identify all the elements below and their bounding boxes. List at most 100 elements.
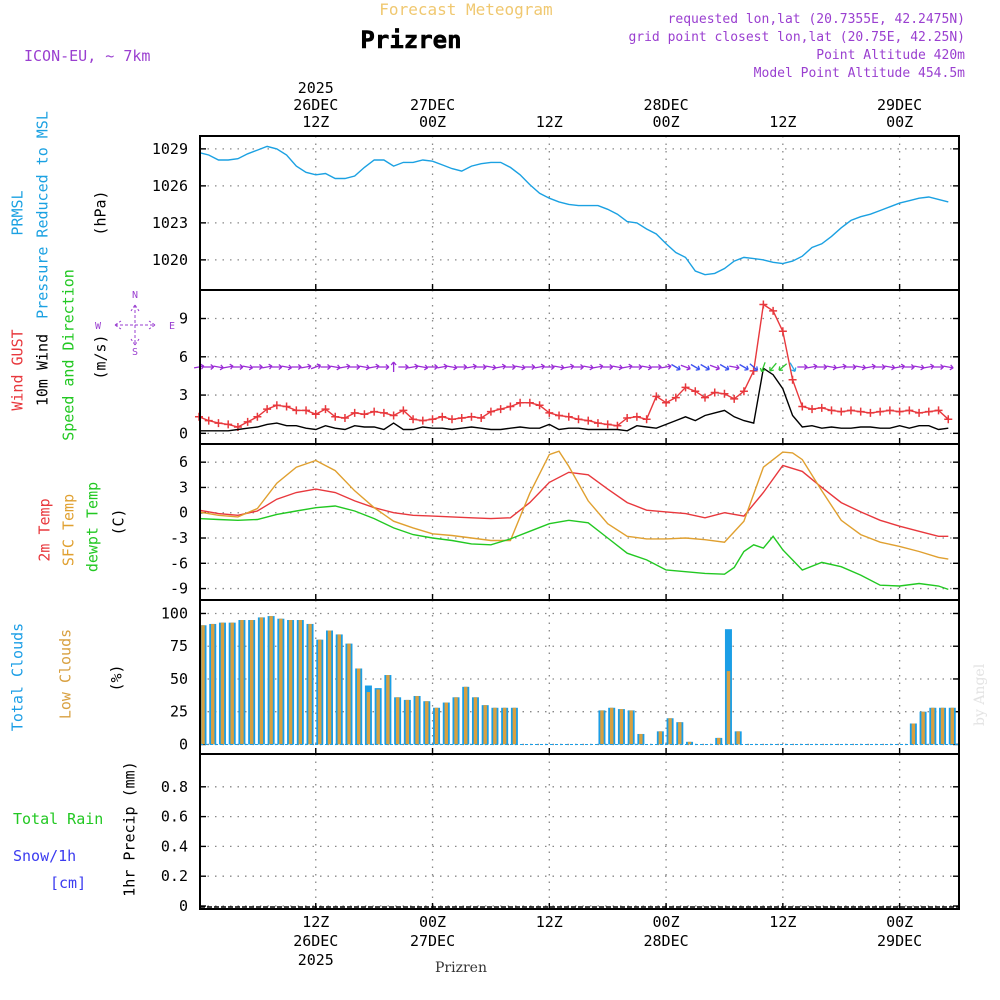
y-tick-label: 9 <box>179 310 188 328</box>
gust-marker <box>808 405 817 414</box>
top-axis-hour-label: 12Z <box>302 113 329 131</box>
low-cloud-bar <box>950 707 954 745</box>
gust-marker <box>496 405 505 414</box>
panel-temperature: 6 3 0 -3 -6 -9 2m Temp SFC Temp dewpt Temp (C) <box>36 443 960 601</box>
y-tick-label: 75 <box>170 637 188 655</box>
low-cloud-bar <box>279 618 283 745</box>
y-tick-label: 50 <box>170 670 188 688</box>
gust-marker <box>778 327 787 336</box>
low-cloud-bar <box>308 623 312 745</box>
gust-marker <box>837 407 846 416</box>
wind-direction-arrow <box>515 364 526 371</box>
low-cloud-bar <box>230 622 234 745</box>
low-cloud-bar <box>736 731 740 745</box>
low-cloud-bar <box>668 718 672 745</box>
panel-axis-label: Pressure Reduced to MSL <box>34 111 52 319</box>
y-tick-label: 0 <box>179 897 188 915</box>
y-tick-label: -3 <box>170 529 188 547</box>
top-axis-date-label: 29DEC <box>877 96 922 114</box>
gust-marker <box>798 402 807 411</box>
wind-direction-arrow <box>631 364 643 370</box>
y-tick-label: 6 <box>179 453 188 471</box>
info-point-altitude: Point Altitude 420m <box>816 48 965 63</box>
panel-axis-label: (m/s) <box>92 334 110 379</box>
gust-marker <box>730 394 739 403</box>
gust-marker <box>613 421 622 430</box>
low-cloud-bar <box>327 630 332 745</box>
gust-marker <box>671 393 680 402</box>
gust-marker <box>272 401 281 410</box>
panel-pressure: 1020 1023 1026 1029 PRMSL Pressure Reduced to… <box>9 111 960 319</box>
top-axis-date-label: 26DEC <box>293 96 338 114</box>
wind-direction-arrow <box>378 364 390 370</box>
low-cloud-bar <box>337 634 341 745</box>
gust-marker <box>681 383 690 392</box>
compass-north-label: N <box>132 290 138 301</box>
y-tick-label: 0.8 <box>161 778 188 796</box>
low-cloud-bar <box>921 711 925 745</box>
gust-marker <box>905 406 914 415</box>
info-requested-point: requested lon,lat (20.7355E, 42.2475N) <box>668 12 965 27</box>
low-cloud-bar <box>464 686 468 745</box>
wind-direction-arrow <box>456 364 468 370</box>
low-cloud-bar <box>619 709 624 745</box>
bottom-axis-date-label: 27DEC <box>410 932 455 950</box>
panel-axis-label: Wind GUST <box>9 329 27 410</box>
panel-axis-label: (%) <box>108 664 126 691</box>
low-cloud-bar <box>911 723 916 745</box>
wind-direction-arrow <box>943 364 954 371</box>
wind-direction-arrow <box>622 363 633 370</box>
gust-marker <box>428 415 437 424</box>
wind-direction-arrow <box>884 364 896 371</box>
wind-direction-arrow <box>875 364 886 370</box>
panel-axis-label: 10m Wind <box>34 334 52 406</box>
gust-marker <box>448 415 456 424</box>
precip-unit-label: [cm] <box>50 874 86 892</box>
low-cloud-bar <box>629 710 633 745</box>
gust-marker <box>457 414 466 423</box>
wind-direction-arrow <box>592 363 604 370</box>
low-cloud-bar <box>609 707 614 745</box>
precip-snow-label: Snow/1h <box>13 847 76 865</box>
low-cloud-bar <box>726 671 731 745</box>
gust-marker <box>662 398 671 407</box>
gust-marker <box>944 415 953 424</box>
gust-marker <box>302 406 311 415</box>
low-cloud-bar <box>940 707 945 745</box>
gust-marker <box>370 407 379 416</box>
gust-marker <box>506 402 515 411</box>
wind-direction-arrow <box>495 363 507 370</box>
gust-marker <box>243 417 252 426</box>
wind-direction-arrow <box>816 364 828 370</box>
y-tick-label: 0.6 <box>161 808 188 826</box>
wind-direction-arrow <box>855 364 867 371</box>
gust-marker <box>214 419 223 428</box>
wind-direction-arrow <box>349 364 361 370</box>
wind-direction-arrow <box>223 363 234 370</box>
gust-marker <box>788 375 797 384</box>
gust-marker <box>866 408 875 417</box>
y-tick-label: 1020 <box>152 251 188 269</box>
gust-marker <box>292 406 301 415</box>
gust-marker <box>564 412 573 421</box>
gust-marker <box>720 389 729 398</box>
top-axis-hour-label: 00Z <box>419 113 446 131</box>
wind-direction-arrow <box>739 363 749 371</box>
low-cloud-bar <box>240 620 244 745</box>
y-tick-label: 1026 <box>152 177 188 195</box>
wind-direction-arrow <box>612 364 623 371</box>
panel-axis-label: SFC Temp <box>60 494 78 566</box>
low-cloud-bar <box>298 620 303 745</box>
gust-marker <box>360 410 369 419</box>
gust-marker <box>525 398 534 407</box>
wind-direction-arrow <box>466 363 477 370</box>
gust-marker <box>915 408 924 417</box>
wind-direction-arrow <box>203 364 215 370</box>
wind-direction-arrow <box>749 363 759 371</box>
low-cloud-bar <box>366 692 371 745</box>
wind-direction-arrow <box>651 364 662 370</box>
low-cloud-bar <box>717 737 721 745</box>
gust-marker <box>574 415 583 424</box>
wind-direction-arrow <box>301 363 312 370</box>
low-cloud-bar <box>502 707 507 745</box>
